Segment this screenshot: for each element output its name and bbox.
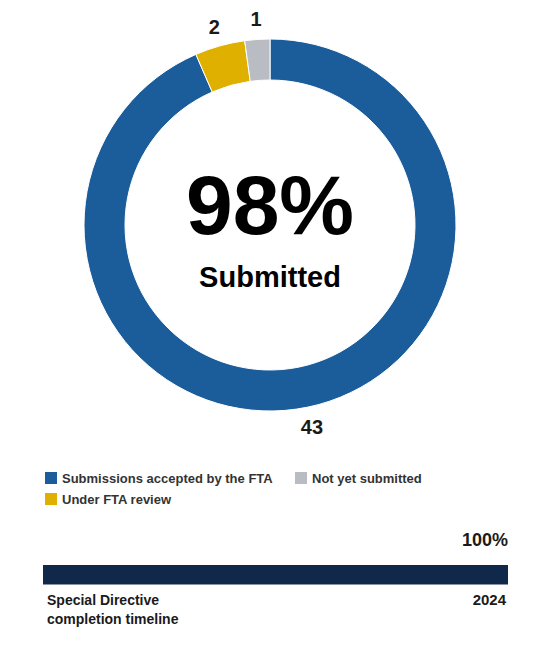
chart-canvas: 43 2 1 98% Submitted Submissions accepted by … [0,0,543,650]
legend-swatch [45,472,57,484]
bar-label: 100% [462,530,508,550]
data-label: 43 [301,416,323,438]
data-label: 2 [209,16,220,38]
donut-slice [196,41,250,92]
progress-bar [43,565,508,584]
legend-swatch [45,493,57,505]
axis-line [43,584,508,585]
donut-slice [84,39,456,411]
bar-group [43,565,508,584]
annotation: 2024 [473,591,507,608]
legend-label: Not yet submitted [312,471,422,486]
legend: Submissions accepted by the FTA Under FTA… [45,471,422,507]
label-line: Special Directive [47,592,159,608]
legend-label: Submissions accepted by the FTA [62,471,273,486]
legend-swatch [295,472,307,484]
center-caption: Submitted [199,261,341,293]
legend-label: Under FTA review [62,492,172,507]
axis-label: Special Directive completion timeline [47,592,179,627]
center-value: 98% [186,158,354,252]
data-label: 1 [250,8,261,30]
donut [84,39,456,411]
label-line: completion timeline [47,611,179,627]
donut-slice [245,39,270,81]
